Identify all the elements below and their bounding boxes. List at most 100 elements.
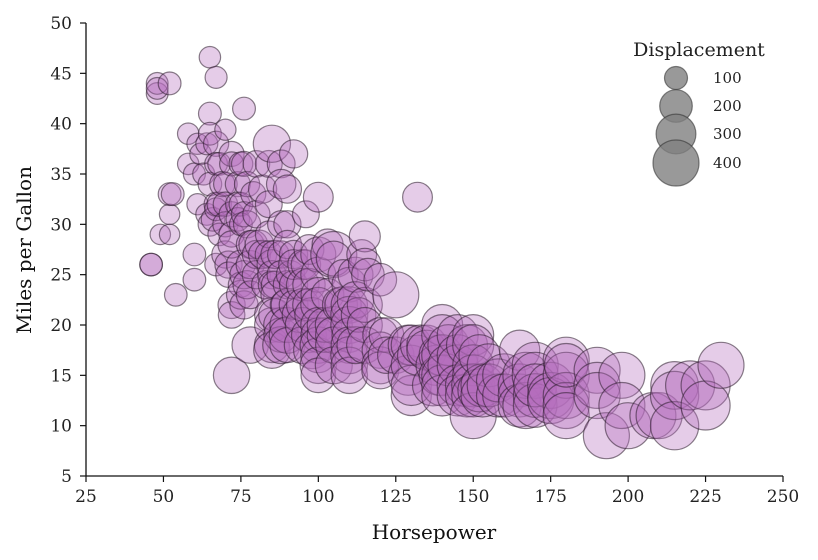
y-tick-label: 15 — [50, 366, 72, 386]
data-point — [182, 267, 207, 292]
data-point — [573, 371, 621, 420]
data-point — [649, 370, 700, 421]
data-point — [145, 71, 169, 95]
x-tick-label: 100 — [302, 487, 334, 507]
data-point — [247, 174, 278, 204]
data-point — [217, 301, 246, 329]
data-point — [372, 271, 420, 319]
x-tick-label: 125 — [380, 487, 412, 507]
y-tick-label: 50 — [50, 14, 72, 34]
data-point — [224, 171, 251, 198]
data-point — [204, 65, 228, 90]
data-point — [542, 381, 590, 430]
data-point — [598, 381, 646, 430]
data-point — [680, 380, 731, 431]
data-point — [680, 360, 731, 411]
y-tick-label: 45 — [50, 64, 72, 84]
data-point — [273, 210, 302, 239]
data-point — [346, 286, 383, 323]
x-tick-label: 150 — [457, 487, 489, 507]
data-point — [214, 118, 237, 141]
data-point — [235, 280, 265, 310]
legend-label: 300 — [713, 125, 742, 143]
data-point — [598, 351, 646, 399]
x-tick-label: 75 — [230, 487, 252, 507]
data-point — [212, 356, 251, 395]
legend-marker — [652, 139, 700, 187]
data-point — [240, 181, 267, 208]
x-tick-label: 25 — [75, 487, 97, 507]
data-point — [664, 360, 716, 411]
data-point — [242, 149, 271, 178]
points-layer — [139, 45, 745, 460]
data-point — [573, 361, 621, 409]
data-point — [291, 200, 320, 229]
data-point — [363, 262, 398, 297]
y-tick-label: 40 — [50, 115, 72, 135]
y-tick-label: 10 — [50, 417, 72, 437]
data-point — [272, 174, 303, 204]
data-point — [149, 223, 172, 246]
data-point — [252, 124, 292, 164]
data-point — [650, 361, 699, 410]
data-point — [218, 221, 245, 248]
data-point — [402, 181, 434, 213]
data-point — [330, 286, 369, 324]
data-point — [348, 220, 381, 253]
data-point — [278, 139, 309, 169]
data-point — [182, 242, 207, 267]
y-axis-title: Miles per Gallon — [12, 166, 36, 334]
data-point — [330, 356, 369, 395]
data-point — [697, 341, 745, 389]
legend: Displacement 100 200 300 400 — [633, 39, 765, 187]
data-point — [542, 336, 590, 384]
data-point — [204, 197, 229, 222]
data-point — [542, 392, 590, 440]
data-point — [299, 346, 338, 385]
legend-label: 200 — [713, 97, 742, 115]
y-tick-label: 5 — [61, 467, 72, 487]
data-point — [232, 96, 257, 121]
data-point — [195, 132, 219, 156]
data-point — [158, 223, 181, 246]
data-point — [163, 282, 188, 307]
legend-marker — [663, 65, 689, 91]
x-tick-label: 50 — [153, 487, 175, 507]
data-point — [217, 290, 246, 320]
data-point — [267, 210, 296, 239]
data-point — [582, 412, 631, 460]
data-point — [635, 392, 683, 440]
data-point — [330, 326, 369, 364]
data-point — [198, 45, 222, 69]
data-point — [145, 81, 169, 105]
axes: 25 50 75 100 125 150 175 200 225 250 5 10 15 20 25 30 35… — [50, 14, 799, 507]
data-point — [139, 252, 164, 277]
data-point — [542, 351, 590, 399]
y-tick-label: 35 — [50, 165, 72, 185]
y-tick-label: 20 — [50, 316, 72, 336]
data-point — [197, 101, 222, 126]
data-point — [230, 150, 258, 177]
data-point — [186, 192, 209, 216]
data-point — [543, 342, 589, 388]
y-tick-label: 30 — [50, 215, 72, 235]
legend-label: 100 — [713, 69, 742, 87]
x-tick-label: 175 — [534, 487, 566, 507]
data-point — [158, 203, 181, 226]
x-axis-title: Horsepower — [372, 520, 497, 544]
data-point — [145, 76, 169, 100]
x-tick-label: 250 — [767, 487, 799, 507]
x-tick-label: 225 — [689, 487, 721, 507]
data-point — [293, 331, 332, 370]
x-tick-label: 200 — [612, 487, 644, 507]
data-point — [157, 71, 182, 96]
data-point — [202, 130, 230, 157]
legend-label: 400 — [713, 154, 742, 172]
data-point — [573, 346, 621, 394]
legend-title: Displacement — [633, 39, 765, 61]
data-point — [649, 401, 700, 451]
y-tick-label: 25 — [50, 266, 72, 286]
data-point — [302, 181, 334, 213]
data-point — [160, 182, 185, 207]
